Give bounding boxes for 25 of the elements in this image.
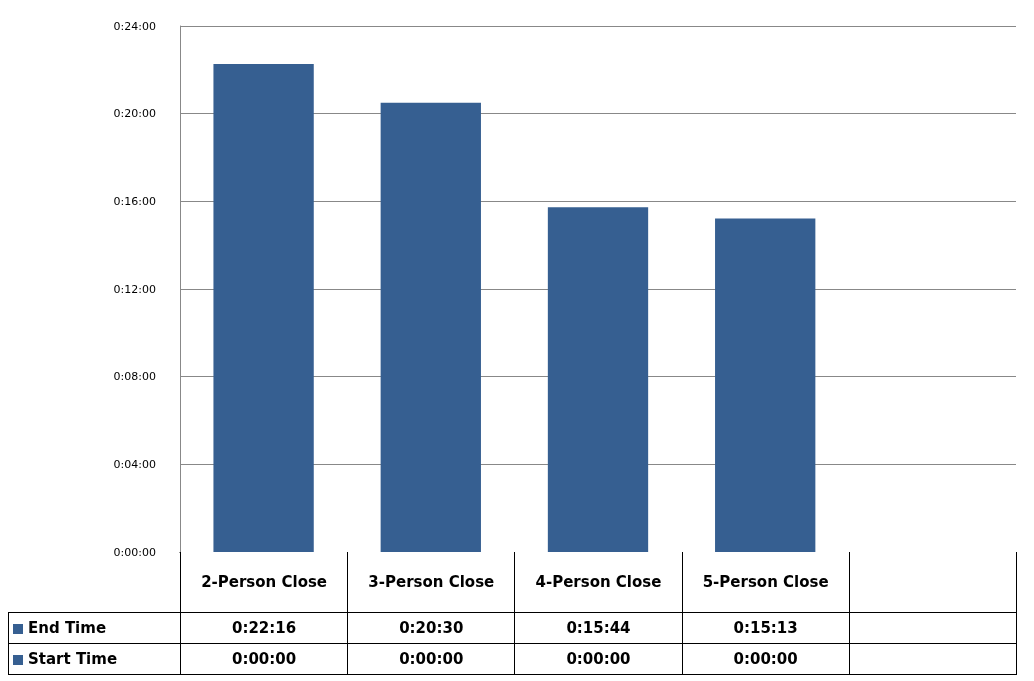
bar [213, 63, 314, 552]
x-tick-label: 5-Person Close [682, 552, 850, 613]
bar [380, 102, 481, 552]
data-label: 0:22:16 [180, 612, 348, 644]
data-label: 0:00:00 [347, 643, 515, 675]
x-tick-label: 4-Person Close [514, 552, 683, 613]
y-tick-label: 0:20:00 [113, 107, 156, 121]
y-tick-label: 0:00:00 [113, 545, 156, 559]
legend-label: Start Time [8, 643, 181, 675]
y-tick-label: 0:24:00 [113, 19, 156, 33]
y-tick-label: 0:12:00 [113, 282, 156, 296]
data-label: 0:15:13 [682, 612, 850, 644]
legend-label: End Time [8, 612, 181, 644]
y-tick-label: 0:16:00 [113, 194, 156, 208]
data-label: 0:00:00 [682, 643, 850, 675]
data-label: 0:15:44 [514, 612, 683, 644]
y-tick-label: 0:08:00 [113, 370, 156, 384]
bar [547, 207, 649, 552]
data-label: 0:00:00 [514, 643, 683, 675]
x-tick-label: 3-Person Close [347, 552, 515, 613]
data-label: 0:00:00 [180, 643, 348, 675]
bar [715, 218, 816, 552]
x-tick-label: 2-Person Close [180, 552, 348, 613]
data-label: 0:20:30 [347, 612, 515, 644]
y-tick-label: 0:04:00 [113, 457, 156, 471]
